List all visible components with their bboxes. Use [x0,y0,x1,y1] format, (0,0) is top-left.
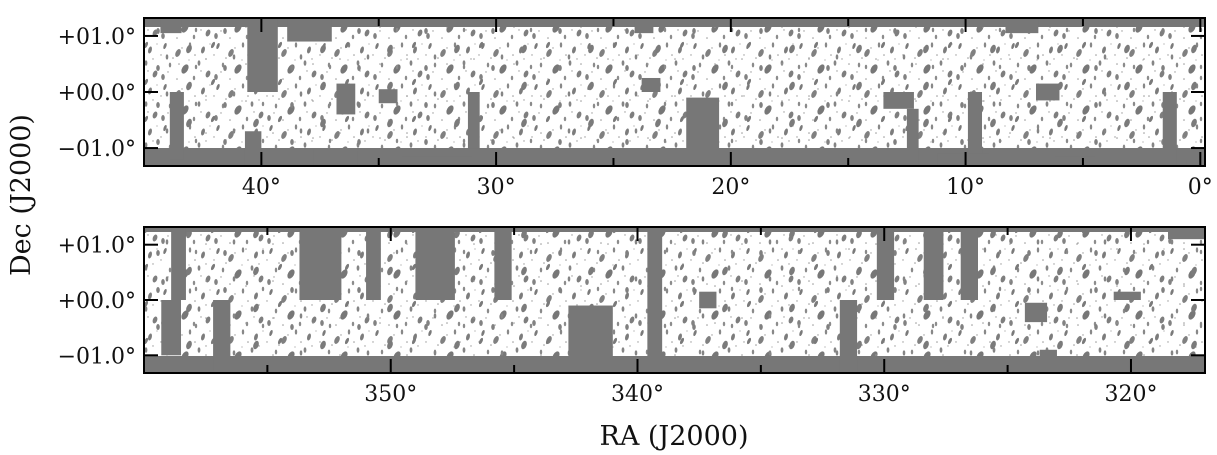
mask-gap [906,108,919,166]
mask-gap [244,131,262,166]
mask-gap [641,77,661,92]
y-tick-label: −01.0° [58,344,136,369]
mask-gap [247,18,278,92]
mask-gap [378,89,398,104]
mask-gap [1054,156,1095,166]
mask-gap [1039,349,1057,373]
x-tick-label: 30° [477,175,516,200]
x-tick-label: 330° [858,382,911,407]
panel-top-footprint-speckle [144,27,1205,148]
mask-gap [467,92,480,149]
mask-gap [291,148,314,166]
panel-top-y-ticks: +01.0° +00.0° −01.0° [58,25,1205,162]
mask-gap [336,83,356,115]
panel-bottom: +01.0° +00.0° −01.0° 350° 340° 330° 320° [58,226,1206,407]
x-axis-label: RA (J2000) [599,421,748,452]
mask-gap [686,97,720,166]
x-tick-label: 40° [242,175,281,200]
x-tick-label: 320° [1104,382,1157,407]
mask-gap [1162,92,1177,166]
mask-gap [1167,227,1205,240]
x-tick-label: 350° [364,382,417,407]
mask-gap [494,227,512,300]
panel-bottom-gaps [161,227,1205,373]
panel-bottom-plot-area [144,227,1205,373]
y-tick-label: +00.0° [58,289,136,314]
mask-gap [699,291,717,309]
mask-gap [937,153,990,166]
x-tick-label: 10° [946,175,985,200]
panel-top: +01.0° +00.0° −01.0° 40° 30° 20° 10° 0° [58,17,1213,200]
mask-gap [647,227,663,373]
panel-top-plot-area [144,18,1205,166]
mask-gap [839,300,858,373]
y-axis-label: Dec (J2000) [6,114,37,276]
mask-gap [923,227,944,300]
mask-gap [1035,83,1060,101]
mask-gap [366,227,381,300]
mask-gap [967,92,983,166]
panel-top-x-ticks: 40° 30° 20° 10° 0° [143,18,1213,200]
mask-gap [634,18,654,34]
y-tick-label: +01.0° [58,234,136,259]
mask-gap [1005,18,1039,34]
mask-gap [287,18,332,42]
mask-gap [960,227,978,300]
mask-gap [1186,159,1205,166]
mask-gap [160,18,182,34]
panel-bottom-y-ticks: +01.0° +00.0° −01.0° [58,234,1205,369]
panel-top-gaps [160,18,1205,166]
x-tick-label: 20° [711,175,750,200]
y-tick-label: −01.0° [58,137,136,162]
mask-gap [161,300,182,356]
mask-gap [299,227,342,300]
mask-gap [171,227,186,300]
mask-gap [568,305,613,373]
mask-gap [415,227,455,300]
x-tick-label: 0° [1188,175,1213,200]
panel-bottom-x-ticks: 350° 340° 330° 320° [143,227,1157,407]
mask-gap [883,92,914,109]
mask-gap [213,300,231,373]
x-tick-label: 340° [611,382,664,407]
mask-gap [876,227,895,300]
mask-gap [402,156,473,166]
mask-gap [1113,291,1141,300]
mask-gap [169,92,184,160]
y-tick-label: +00.0° [58,81,136,106]
y-tick-label: +01.0° [58,25,136,50]
mask-gap [1024,302,1048,323]
mask-gap [334,150,358,166]
